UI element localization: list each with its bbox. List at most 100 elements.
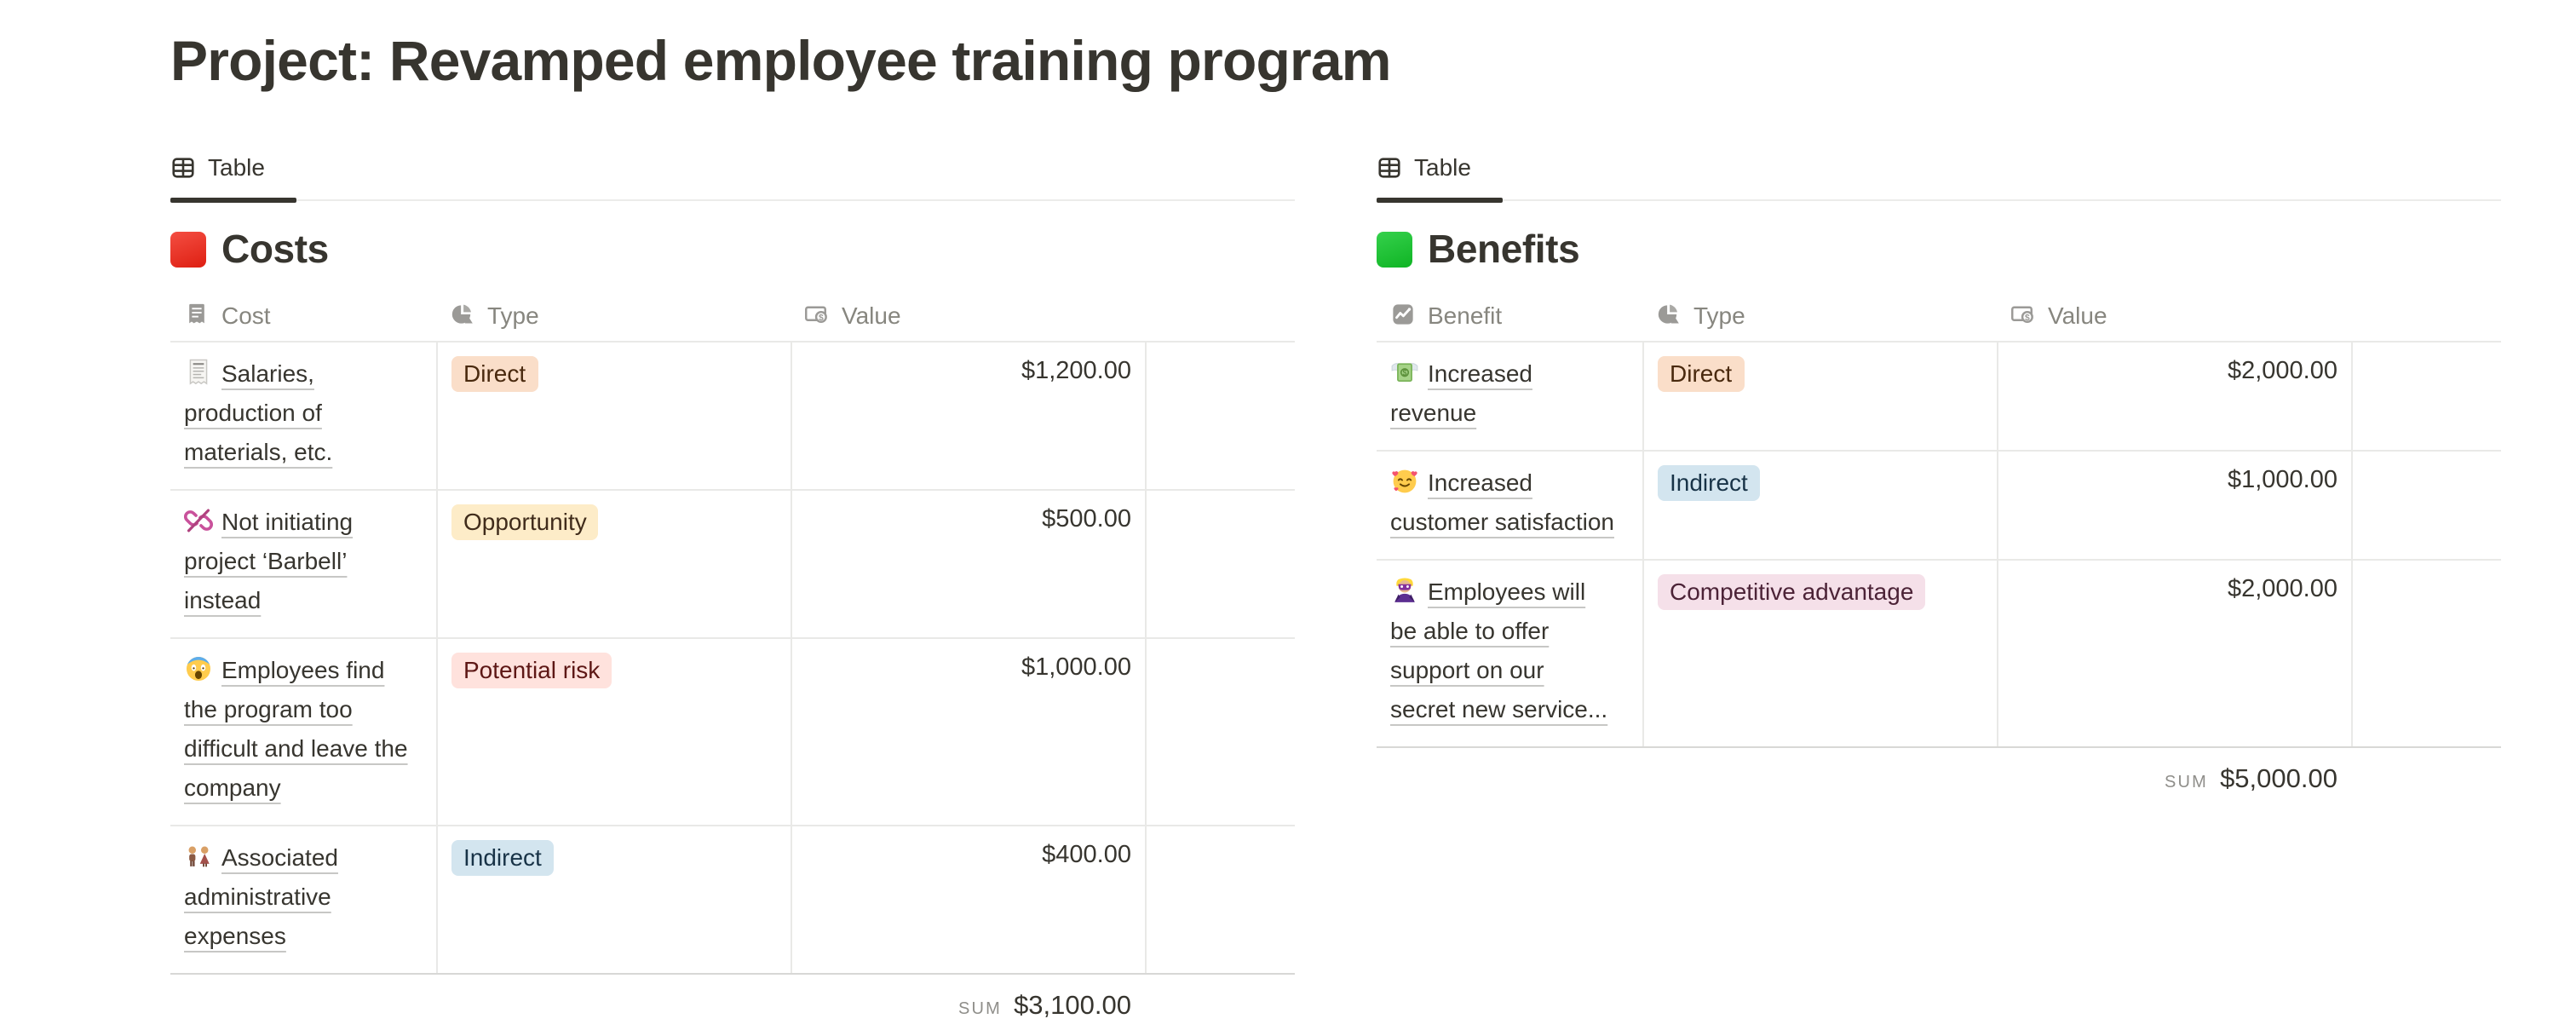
benefit-row-title[interactable]: Increased customer satisfaction xyxy=(1390,469,1614,535)
column-header-type[interactable]: Type xyxy=(1642,288,1997,341)
tab-table-costs[interactable]: Table xyxy=(170,143,272,187)
tag-direct[interactable]: Direct xyxy=(1658,356,1745,392)
benefits-title: Benefits xyxy=(1377,227,2501,273)
notion-page: Project: Revamped employee training prog… xyxy=(170,29,2501,1021)
receipt-emoji xyxy=(184,358,213,387)
table-icon xyxy=(170,154,196,180)
benefits-grid: Benefit Type $ Value xyxy=(1377,288,2501,809)
type-cell[interactable]: Indirect xyxy=(436,826,791,973)
table-row[interactable]: Increased customer satisfaction Indirect… xyxy=(1377,452,2501,561)
value-cell[interactable]: $500.00 xyxy=(791,491,1145,637)
sum-value: $5,000.00 xyxy=(2220,765,2337,794)
cost-row-title[interactable]: Not initiating project ‘Barbell’ instead xyxy=(184,508,354,613)
benefits-sum-row: SUM $5,000.00 xyxy=(1377,748,2501,809)
cost-title-cell[interactable]: Employees find the program too difficult… xyxy=(170,639,436,825)
benefit-title-cell[interactable]: Increased customer satisfaction xyxy=(1377,452,1642,559)
svg-text:$: $ xyxy=(2025,314,2030,323)
receipt-icon xyxy=(184,302,210,327)
tab-table-benefits[interactable]: Table xyxy=(1377,143,1478,187)
currency-icon: $ xyxy=(2010,302,2036,327)
table-row[interactable]: Employees find the program too difficult… xyxy=(170,639,1295,826)
costs-sum[interactable]: SUM $3,100.00 xyxy=(791,975,1145,1036)
costs-header-row: Cost Type $ Value xyxy=(170,288,1295,342)
cost-title-cell[interactable]: Salaries, production of materials, etc. xyxy=(170,342,436,489)
type-cell[interactable]: Potential risk xyxy=(436,639,791,825)
type-cell[interactable]: Direct xyxy=(436,342,791,489)
column-header-cost[interactable]: Cost xyxy=(170,288,436,341)
costs-grid: Cost Type $ Value xyxy=(170,288,1295,1036)
benefits-title-text: Benefits xyxy=(1428,227,1580,271)
column-header-value[interactable]: $ Value xyxy=(1997,288,2351,341)
empty-cell[interactable] xyxy=(1145,639,1295,825)
chart-icon xyxy=(1390,302,1416,327)
costs-sum-row: SUM $3,100.00 xyxy=(170,975,1295,1036)
costs-table-section: Table Costs Cost Type xyxy=(170,143,1295,1036)
cost-title-cell[interactable]: Not initiating project ‘Barbell’ instead xyxy=(170,491,436,637)
tab-label: Table xyxy=(1414,153,1471,181)
benefits-header-row: Benefit Type $ Value xyxy=(1377,288,2501,342)
page-title: Project: Revamped employee training prog… xyxy=(170,29,1391,92)
benefit-row-title[interactable]: Employees will be able to offer support … xyxy=(1390,578,1608,722)
empty-cell[interactable] xyxy=(2351,452,2501,559)
svg-text:$: $ xyxy=(1403,368,1407,377)
sum-label: SUM xyxy=(2165,774,2209,792)
value-cell[interactable]: $1,000.00 xyxy=(791,639,1145,825)
tag-opportunity[interactable]: Opportunity xyxy=(451,504,599,540)
empty-cell[interactable] xyxy=(1145,491,1295,637)
table-row[interactable]: Not initiating project ‘Barbell’ instead… xyxy=(170,491,1295,639)
costs-tabbar: Table xyxy=(170,143,1295,203)
type-cell[interactable]: Direct xyxy=(1642,342,1997,450)
scream-face-emoji xyxy=(184,654,213,683)
benefits-table-section: Table Benefits Benefit Type xyxy=(1377,143,2501,809)
benefits-tabbar: Table xyxy=(1377,143,2501,203)
value-cell[interactable]: $1,000.00 xyxy=(1997,452,2351,559)
benefits-sum[interactable]: SUM $5,000.00 xyxy=(1997,748,2351,809)
money-with-wings-emoji: $ xyxy=(1390,358,1419,387)
value-cell[interactable]: $2,000.00 xyxy=(1997,342,2351,450)
tag-indirect[interactable]: Indirect xyxy=(1658,465,1760,501)
smiling-face-with-hearts-emoji xyxy=(1390,467,1419,496)
couple-emoji xyxy=(184,842,213,871)
cost-title-cell[interactable]: Associated administrative expenses xyxy=(170,826,436,973)
costs-title: Costs xyxy=(170,227,1295,273)
red-square-emoji xyxy=(170,232,206,268)
column-header-type[interactable]: Type xyxy=(436,288,791,341)
svg-text:$: $ xyxy=(819,314,824,323)
tag-indirect[interactable]: Indirect xyxy=(451,840,554,876)
table-row[interactable]: Salaries, production of materials, etc. … xyxy=(170,342,1295,491)
green-square-emoji xyxy=(1377,232,1412,268)
column-header-empty[interactable] xyxy=(1145,288,1295,341)
table-row[interactable]: Employees will be able to offer support … xyxy=(1377,561,2501,748)
empty-cell[interactable] xyxy=(2351,561,2501,746)
benefit-title-cell[interactable]: $ Increased revenue xyxy=(1377,342,1642,450)
benefit-title-cell[interactable]: Employees will be able to offer support … xyxy=(1377,561,1642,746)
costs-title-text: Costs xyxy=(221,227,329,271)
unlink-icon xyxy=(183,506,214,535)
benefit-row-title[interactable]: Increased revenue xyxy=(1390,360,1532,426)
value-cell[interactable]: $400.00 xyxy=(791,826,1145,973)
empty-cell[interactable] xyxy=(1145,826,1295,973)
currency-icon: $ xyxy=(804,302,830,327)
empty-cell[interactable] xyxy=(2351,342,2501,450)
supervillain-emoji xyxy=(1390,576,1419,605)
tag-direct[interactable]: Direct xyxy=(451,356,538,392)
cost-row-title[interactable]: Salaries, production of materials, etc. xyxy=(184,360,333,465)
cost-row-title[interactable]: Associated administrative expenses xyxy=(184,843,338,949)
column-header-value[interactable]: $ Value xyxy=(791,288,1145,341)
table-row[interactable]: $ Increased revenue Direct $2,000.00 xyxy=(1377,342,2501,452)
value-cell[interactable]: $2,000.00 xyxy=(1997,561,2351,746)
cost-row-title[interactable]: Employees find the program too difficult… xyxy=(184,656,408,801)
tag-competitive-advantage[interactable]: Competitive advantage xyxy=(1658,574,1926,610)
value-cell[interactable]: $1,200.00 xyxy=(791,342,1145,489)
type-cell[interactable]: Opportunity xyxy=(436,491,791,637)
select-pie-icon xyxy=(1656,302,1682,327)
table-row[interactable]: Associated administrative expenses Indir… xyxy=(170,826,1295,975)
type-cell[interactable]: Competitive advantage xyxy=(1642,561,1997,746)
select-pie-icon xyxy=(450,302,475,327)
empty-cell[interactable] xyxy=(1145,342,1295,489)
column-header-empty[interactable] xyxy=(2351,288,2501,341)
tag-potential-risk[interactable]: Potential risk xyxy=(451,653,612,688)
column-header-benefit[interactable]: Benefit xyxy=(1377,288,1642,341)
tab-label: Table xyxy=(208,153,265,181)
type-cell[interactable]: Indirect xyxy=(1642,452,1997,559)
